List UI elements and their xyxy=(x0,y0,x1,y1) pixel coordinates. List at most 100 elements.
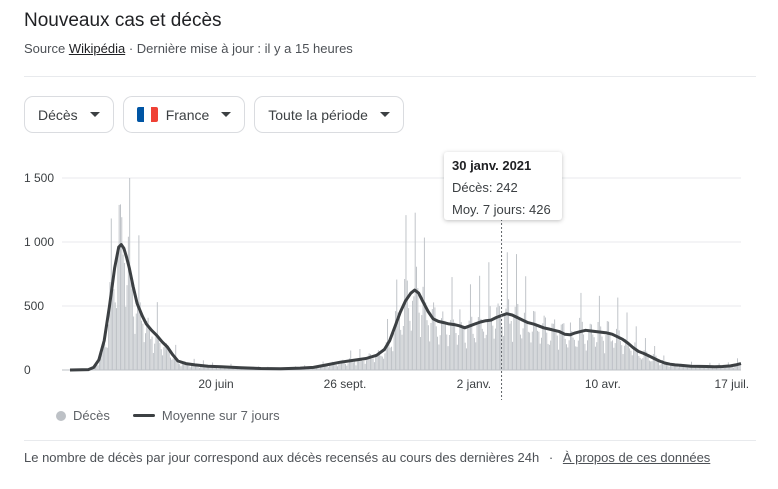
deaths-bar xyxy=(508,299,510,370)
deaths-bar xyxy=(116,308,117,370)
deaths-bar xyxy=(655,355,657,370)
deaths-bar xyxy=(171,359,173,370)
tooltip-average: Moy. 7 jours: 426 xyxy=(452,202,551,217)
deaths-bar xyxy=(467,327,469,370)
deaths-bar xyxy=(138,235,140,370)
deaths-bar xyxy=(425,302,427,370)
deaths-bar xyxy=(623,345,625,370)
deaths-bar xyxy=(351,359,353,370)
deaths-bar xyxy=(473,337,475,370)
x-axis-ticks: 20 juin 26 sept. 2 janv. 10 avr. 17 juil. xyxy=(198,377,749,391)
deaths-bar xyxy=(104,343,106,370)
deaths-bar xyxy=(613,347,615,370)
deaths-bar xyxy=(604,353,606,370)
deaths-bar xyxy=(583,334,585,370)
deaths-bar xyxy=(369,354,371,370)
deaths-bar xyxy=(460,322,462,370)
deaths-bar xyxy=(477,317,479,370)
deaths-bar xyxy=(618,330,620,370)
deaths-bar xyxy=(608,321,610,370)
deaths-bar xyxy=(137,305,139,370)
deaths-bar xyxy=(192,363,194,370)
deaths-bar xyxy=(734,366,736,370)
deaths-bar xyxy=(464,342,466,370)
deaths-bar xyxy=(366,360,367,370)
deaths-bar xyxy=(444,321,446,370)
deaths-bar xyxy=(500,317,502,370)
deaths-bar xyxy=(333,362,335,370)
deaths-bar xyxy=(364,363,366,370)
deaths-bar xyxy=(356,360,358,370)
deaths-bar xyxy=(316,366,317,370)
deaths-bar xyxy=(216,367,217,370)
deaths-bar xyxy=(622,354,624,370)
deaths-bar xyxy=(556,335,558,370)
deaths-bar xyxy=(437,336,439,370)
deaths-bar xyxy=(375,356,377,370)
deaths-bar xyxy=(725,367,727,370)
deaths-bar xyxy=(404,278,406,370)
deaths-bar xyxy=(177,363,179,370)
deaths-bar xyxy=(112,286,114,370)
deaths-bar xyxy=(579,317,581,370)
deaths-bar xyxy=(650,361,652,370)
region-dropdown[interactable]: France xyxy=(122,96,246,133)
deaths-bar xyxy=(431,309,433,370)
deaths-bar xyxy=(372,358,374,370)
deaths-bar xyxy=(587,340,589,370)
deaths-bar xyxy=(159,343,161,370)
deaths-bar xyxy=(658,362,660,370)
deaths-bar xyxy=(152,352,154,370)
deaths-bar xyxy=(144,333,146,370)
deaths-bar xyxy=(214,367,216,370)
deaths-bar xyxy=(368,353,370,370)
updated-text: · Dernière mise à jour : il y a 15 heure… xyxy=(128,41,353,56)
deaths-bar xyxy=(418,312,420,370)
footer: Le nombre de décès par jour correspond a… xyxy=(24,450,710,465)
deaths-bar xyxy=(664,361,666,370)
deaths-bar xyxy=(419,337,421,370)
deaths-bar xyxy=(569,322,571,370)
region-dropdown-label: France xyxy=(165,106,210,123)
caret-down-icon xyxy=(379,112,390,117)
metric-dropdown[interactable]: Décès xyxy=(24,96,114,133)
deaths-bar xyxy=(142,323,144,370)
deaths-bar xyxy=(631,355,633,370)
deaths-bar xyxy=(158,337,160,370)
deaths-bar xyxy=(127,236,129,370)
deaths-bar xyxy=(687,367,689,370)
deaths-bar xyxy=(410,330,412,370)
deaths-bar xyxy=(471,316,473,370)
deaths-bar xyxy=(510,320,512,370)
source-link[interactable]: Wikipédia xyxy=(68,41,126,56)
deaths-bar xyxy=(384,353,386,370)
deaths-bar xyxy=(593,337,595,370)
deaths-bar xyxy=(402,325,404,370)
deaths-bar xyxy=(652,354,654,370)
deaths-bar xyxy=(427,325,429,370)
deaths-bar xyxy=(371,358,373,370)
deaths-bar xyxy=(97,365,99,370)
deaths-bar xyxy=(201,365,203,370)
deaths-bar xyxy=(106,347,108,370)
deaths-bar xyxy=(454,322,456,370)
deaths-bar xyxy=(422,286,424,370)
deaths-bar xyxy=(409,320,411,370)
deaths-bar xyxy=(600,326,602,370)
chart-grid xyxy=(62,177,741,371)
deaths-bar xyxy=(573,339,575,370)
deaths-bar xyxy=(679,365,681,370)
deaths-bar xyxy=(634,342,636,370)
deaths-bar xyxy=(660,364,662,370)
source-line: Source Wikipédia · Dernière mise à jour … xyxy=(24,41,353,56)
deaths-chart[interactable]: 0 500 1 000 1 500 20 juin 26 sept. 2 janv. 10 … xyxy=(0,150,778,405)
about-data-link[interactable]: À propos de ces données xyxy=(562,450,711,465)
period-dropdown[interactable]: Toute la période xyxy=(254,96,404,133)
deaths-bar xyxy=(218,367,220,370)
deaths-bar xyxy=(379,350,381,370)
deaths-bar xyxy=(514,306,516,370)
deaths-bar xyxy=(447,346,449,370)
deaths-bar xyxy=(738,362,740,370)
deaths-bar xyxy=(527,331,529,370)
footer-separator: · xyxy=(548,450,554,465)
